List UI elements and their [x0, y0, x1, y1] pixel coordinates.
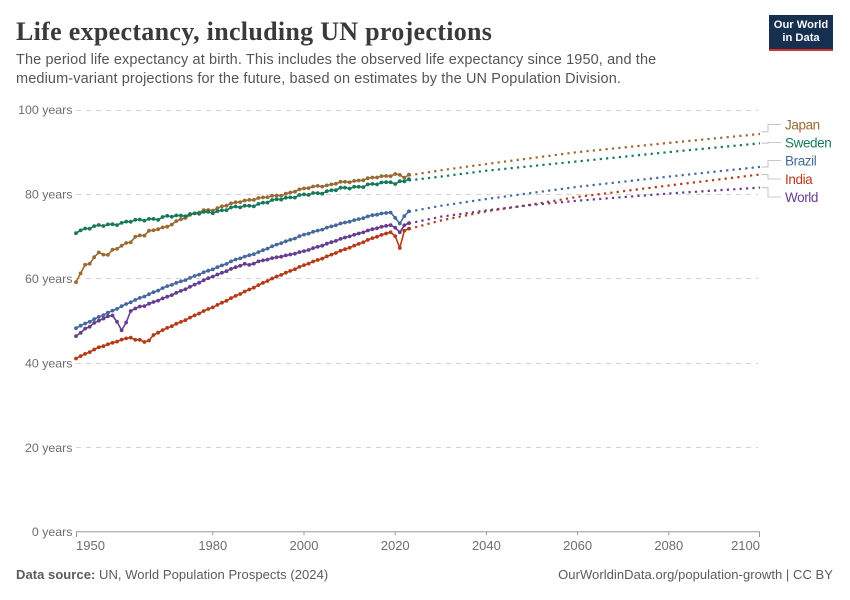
svg-text:World: World — [785, 190, 818, 205]
svg-text:Japan: Japan — [785, 117, 820, 132]
svg-text:0 years: 0 years — [32, 525, 73, 539]
svg-text:60 years: 60 years — [25, 272, 73, 286]
svg-text:80 years: 80 years — [25, 187, 73, 201]
svg-text:Sweden: Sweden — [785, 135, 831, 150]
svg-text:India: India — [785, 172, 813, 187]
svg-text:1980: 1980 — [198, 538, 227, 553]
svg-text:2040: 2040 — [472, 538, 501, 553]
svg-text:2060: 2060 — [563, 538, 592, 553]
svg-text:2080: 2080 — [654, 538, 683, 553]
svg-text:2020: 2020 — [381, 538, 410, 553]
svg-text:20 years: 20 years — [25, 441, 73, 455]
svg-text:2100: 2100 — [731, 538, 760, 553]
svg-text:Brazil: Brazil — [785, 153, 817, 168]
svg-text:2000: 2000 — [290, 538, 319, 553]
svg-text:100 years: 100 years — [18, 103, 72, 117]
svg-text:40 years: 40 years — [25, 356, 73, 370]
svg-text:1950: 1950 — [76, 538, 105, 553]
